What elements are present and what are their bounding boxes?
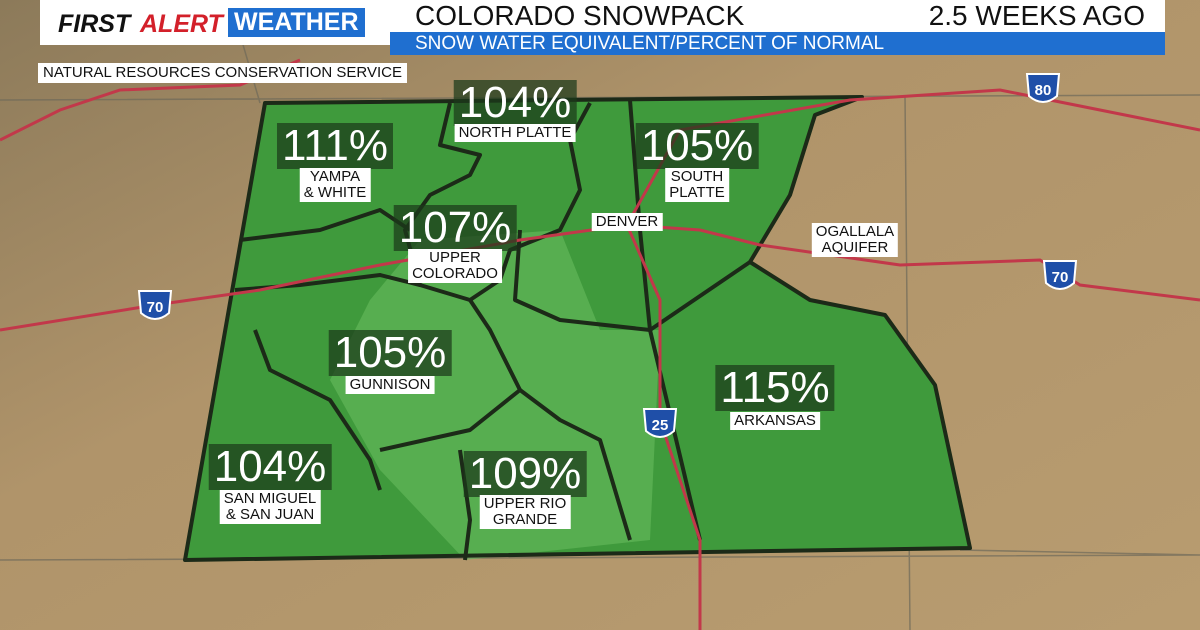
basin-percent: 111% (276, 123, 394, 169)
label-line: NORTH PLATTE (458, 124, 572, 141)
label-line: OGALLALA (815, 223, 895, 240)
timeframe: 2.5 WEEKS AGO (928, 0, 1145, 31)
basin-name: ARKANSAS (730, 412, 820, 430)
title-bar: COLORADO SNOWPACK 2.5 WEEKS AGO (390, 0, 1165, 32)
label-line: & SAN JUAN (225, 506, 315, 523)
label-line: SOUTH (670, 168, 724, 185)
title: COLORADO SNOWPACK (415, 0, 745, 31)
highway-number: 70 (147, 299, 164, 316)
label-line: GUNNISON (349, 376, 431, 393)
basin-percent: 104% (453, 80, 577, 126)
highway-number: 80 (1035, 82, 1052, 99)
basin-name: UPPER RIO GRANDE (479, 495, 571, 529)
basin-percent: 105% (328, 330, 452, 376)
basin-name: SOUTH PLATTE (665, 168, 729, 202)
subtitle: SNOW WATER EQUIVALENT/PERCENT OF NORMAL (415, 33, 885, 54)
basin-name: UPPER COLORADO (408, 249, 502, 283)
basin-percent: 105% (635, 123, 759, 169)
label-line: SAN MIGUEL (223, 490, 317, 507)
brand-box: FIRST ALERT WEATHER (40, 0, 390, 45)
label-line: AQUIFER (821, 239, 889, 256)
basin-name: NORTH PLATTE (454, 124, 576, 142)
basin-percent: 107% (393, 205, 517, 251)
label-line: GRANDE (492, 511, 558, 528)
label-line: UPPER (429, 249, 481, 266)
shield (642, 408, 678, 438)
source: NATURAL RESOURCES CONSERVATION SERVICE (38, 63, 407, 83)
basin-name: GUNNISON (345, 376, 435, 394)
brand-weather: WEATHER (228, 8, 365, 37)
label-line: ARKANSAS (734, 412, 816, 429)
label-line: & WHITE (303, 184, 367, 201)
brand-first: FIRST (58, 10, 131, 38)
basin-percent: 115% (715, 365, 835, 411)
label-line: PLATTE (669, 184, 725, 201)
brand-alert: ALERT (140, 10, 223, 38)
label-line: UPPER RIO (483, 495, 567, 512)
shield (137, 290, 173, 320)
shield (1025, 73, 1061, 103)
label-line: YAMPA (309, 168, 361, 185)
city-label: DENVER (591, 213, 663, 231)
shield (1042, 260, 1078, 290)
basin-name: YAMPA & WHITE (299, 168, 371, 202)
aquifer-label: OGALLALA AQUIFER (811, 223, 899, 257)
highway-shields: 80 70 70 25 (137, 73, 1078, 438)
highway-number: 70 (1052, 269, 1069, 286)
label-line: COLORADO (412, 265, 498, 282)
subtitle-bar: SNOW WATER EQUIVALENT/PERCENT OF NORMAL (390, 32, 1165, 55)
basin-percent: 109% (463, 451, 587, 497)
highway-number: 25 (652, 417, 669, 434)
basin-name: SAN MIGUEL & SAN JUAN (219, 490, 321, 524)
basin-percent: 104% (208, 444, 332, 490)
